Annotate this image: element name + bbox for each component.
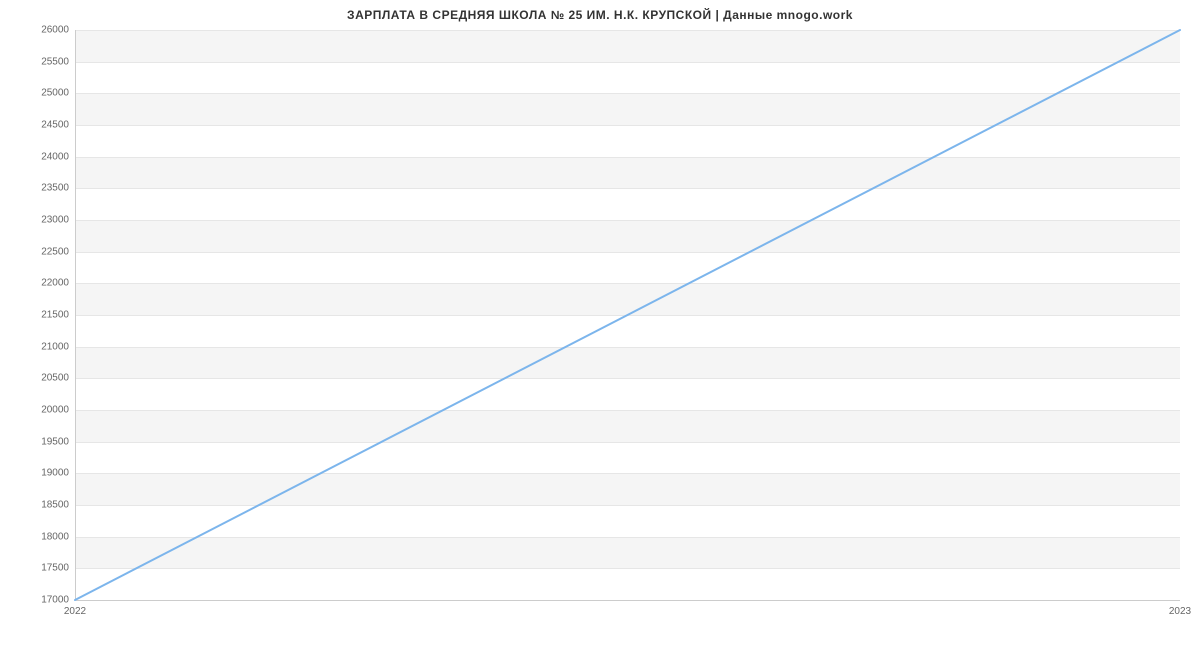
x-tick-label: 2023 — [1169, 606, 1191, 617]
y-tick-label: 23000 — [41, 215, 69, 226]
y-tick-label: 20000 — [41, 405, 69, 416]
y-tick-label: 22500 — [41, 246, 69, 257]
y-tick-label: 25000 — [41, 88, 69, 99]
x-tick-label: 2022 — [64, 606, 86, 617]
plot-area: 1700017500180001850019000195002000020500… — [75, 30, 1180, 600]
line-series — [75, 30, 1180, 600]
chart-container: ЗАРПЛАТА В СРЕДНЯЯ ШКОЛА № 25 ИМ. Н.К. К… — [0, 0, 1200, 650]
y-tick-label: 20500 — [41, 373, 69, 384]
y-tick-label: 24500 — [41, 120, 69, 131]
y-tick-label: 19000 — [41, 468, 69, 479]
y-tick-label: 23500 — [41, 183, 69, 194]
y-tick-label: 21500 — [41, 310, 69, 321]
y-tick-label: 21000 — [41, 341, 69, 352]
x-axis-line — [75, 600, 1180, 601]
y-tick-label: 18500 — [41, 500, 69, 511]
series-line — [75, 30, 1180, 600]
chart-title: ЗАРПЛАТА В СРЕДНЯЯ ШКОЛА № 25 ИМ. Н.К. К… — [0, 8, 1200, 22]
y-tick-label: 19500 — [41, 436, 69, 447]
y-tick-label: 17500 — [41, 563, 69, 574]
y-tick-label: 22000 — [41, 278, 69, 289]
y-tick-label: 26000 — [41, 25, 69, 36]
y-tick-label: 24000 — [41, 151, 69, 162]
y-tick-label: 18000 — [41, 531, 69, 542]
y-tick-label: 17000 — [41, 595, 69, 606]
y-tick-label: 25500 — [41, 56, 69, 67]
